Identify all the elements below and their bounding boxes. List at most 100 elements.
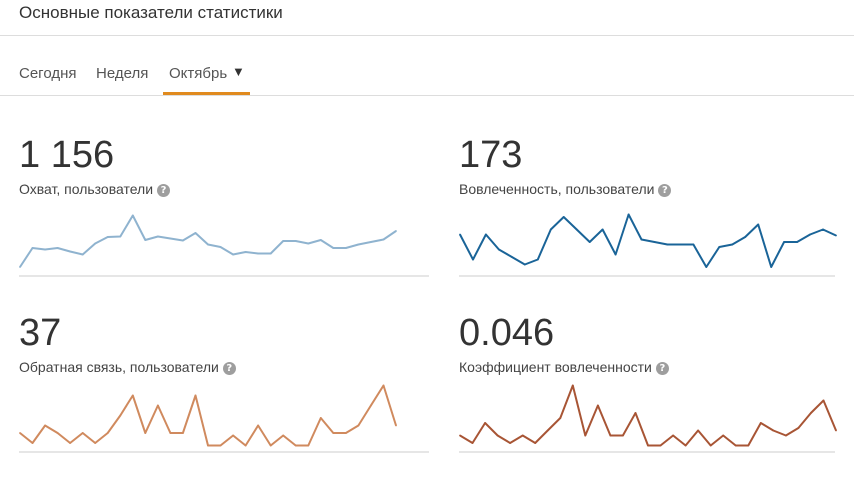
- sparkline-point: [370, 404, 372, 407]
- sparkline-point: [56, 432, 59, 434]
- sparkline-point: [307, 444, 310, 447]
- sparkline-point: [705, 266, 708, 268]
- sparkline-point: [31, 247, 34, 249]
- sparkline-point: [692, 243, 695, 246]
- sparkline-point: [575, 228, 578, 231]
- sparkline-point: [119, 235, 122, 238]
- sparkline-point: [757, 223, 760, 226]
- sparkline-point: [319, 239, 322, 241]
- stat-reach-label-row: Охват, пользователи?: [19, 181, 171, 197]
- help-icon[interactable]: ?: [222, 362, 236, 375]
- engagement-rate-sparkline: [459, 384, 837, 453]
- caret-down-icon: ▼: [232, 64, 245, 79]
- sparkline-point: [562, 216, 565, 218]
- sparkline-point: [81, 432, 84, 434]
- sparkline-point: [119, 414, 122, 417]
- sparkline-point: [684, 444, 687, 447]
- sparkline-point: [106, 432, 109, 434]
- tab-month-dropdown[interactable]: Октябрь ▼: [163, 37, 250, 95]
- sparkline-point: [614, 253, 617, 256]
- sparkline-point: [357, 424, 360, 427]
- sparkline-point: [31, 442, 34, 444]
- sparkline-point: [194, 394, 197, 397]
- sparkline-point: [627, 213, 630, 216]
- sparkline-point: [332, 432, 335, 434]
- sparkline-point: [144, 239, 147, 241]
- sparkline-point: [722, 434, 725, 437]
- stat-engagement-value: 173: [459, 134, 523, 176]
- sparkline-point: [571, 384, 574, 387]
- sparkline-point: [485, 233, 487, 236]
- sparkline-point: [697, 429, 699, 432]
- sparkline-point: [19, 432, 21, 434]
- sparkline-point: [484, 422, 486, 424]
- sparkline-point: [382, 384, 385, 387]
- tab-today[interactable]: Сегодня: [19, 65, 77, 82]
- sparkline-point: [81, 253, 84, 256]
- sparkline-point: [523, 263, 526, 266]
- sparkline-point: [94, 442, 97, 444]
- stat-reach-label: Охват, пользователи: [19, 181, 154, 197]
- sparkline-point: [459, 434, 461, 437]
- sparkline-point: [521, 434, 524, 437]
- sparkline-point: [822, 399, 825, 402]
- sparkline-series: [459, 213, 837, 268]
- sparkline-point: [509, 442, 511, 444]
- sparkline-point: [357, 243, 360, 246]
- sparkline-point: [498, 248, 500, 251]
- sparkline-point: [345, 247, 347, 249]
- sparkline-point: [709, 444, 712, 447]
- stat-engagement-label: Вовлеченность, пользователи: [459, 181, 655, 197]
- help-icon[interactable]: ?: [157, 184, 171, 197]
- sparkline-point: [257, 252, 259, 255]
- sparkline-point: [157, 235, 159, 238]
- sparkline-point: [19, 266, 21, 268]
- sparkline-point: [169, 237, 172, 240]
- sparkline-point: [44, 424, 46, 427]
- page-header: Основные показатели статистики: [0, 0, 854, 36]
- feedback-sparkline: [19, 384, 429, 453]
- sparkline-point: [169, 432, 172, 434]
- sparkline-point: [511, 256, 513, 258]
- stat-feedback-value: 37: [19, 312, 62, 354]
- sparkline-point: [244, 444, 247, 447]
- sparkline-point: [269, 444, 272, 447]
- page-title: Основные показатели статистики: [19, 3, 283, 22]
- sparkline-series: [459, 384, 837, 447]
- stat-engagement-rate-label-row: Коэффициент вовлеченности?: [459, 359, 669, 375]
- stat-engagement-label-row: Вовлеченность, пользователи?: [459, 181, 672, 197]
- sparkline-point: [257, 424, 259, 427]
- sparkline-point: [747, 444, 750, 447]
- period-tabs: Сегодня Неделя Октябрь ▼: [0, 37, 854, 96]
- sparkline-series: [19, 384, 397, 447]
- tab-week[interactable]: Неделя: [96, 65, 149, 82]
- sparkline-point: [672, 434, 674, 437]
- sparkline-point: [835, 429, 837, 432]
- sparkline-point: [559, 417, 562, 419]
- sparkline-point: [609, 434, 612, 437]
- sparkline-point: [536, 258, 539, 261]
- stat-engagement-rate-label: Коэффициент вовлеченности: [459, 359, 652, 375]
- help-icon[interactable]: ?: [658, 184, 672, 197]
- sparkline-point: [307, 242, 310, 245]
- sparkline-point: [94, 242, 97, 245]
- sparkline-point: [796, 241, 798, 243]
- sparkline-point: [294, 240, 297, 242]
- sparkline-point: [269, 252, 272, 255]
- sparkline-point: [106, 236, 109, 238]
- sparkline-point: [332, 247, 335, 249]
- help-icon[interactable]: ?: [655, 362, 669, 375]
- sparkline-point: [772, 429, 775, 432]
- sparkline-point: [622, 434, 624, 437]
- sparkline-point: [282, 240, 285, 242]
- sparkline-point: [783, 241, 785, 243]
- sparkline-point: [546, 429, 549, 432]
- sparkline-point: [345, 432, 347, 434]
- engagement-sparkline: [459, 213, 837, 277]
- sparkline-point: [395, 424, 397, 427]
- stat-feedback-label: Обратная связь, пользователи: [19, 359, 219, 375]
- sparkline-point: [56, 247, 59, 249]
- sparkline-point: [459, 233, 461, 236]
- sparkline-point: [131, 214, 134, 217]
- sparkline-point: [382, 238, 385, 241]
